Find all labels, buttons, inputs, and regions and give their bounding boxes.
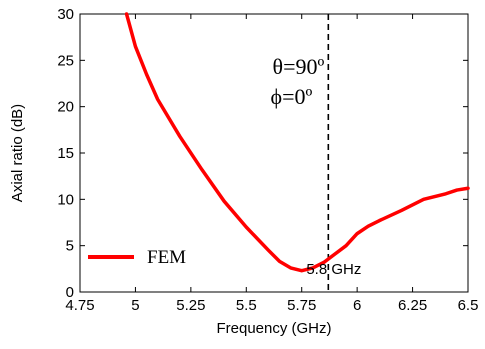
- y-tick-label: 25: [57, 52, 74, 69]
- y-tick-label: 15: [57, 145, 74, 162]
- y-axis-title: Axial ratio (dB): [9, 104, 26, 202]
- y-tick-label: 10: [57, 191, 74, 208]
- x-tick-label: 4.75: [65, 297, 94, 314]
- x-tick-label: 6.5: [458, 297, 479, 314]
- x-tick-label: 6.25: [398, 297, 427, 314]
- y-tick-label: 0: [66, 284, 74, 301]
- y-tick-label: 5: [66, 238, 74, 255]
- legend: FEM: [88, 247, 186, 268]
- legend-label-fem: FEM: [147, 247, 186, 268]
- series-layer: [124, 12, 470, 273]
- y-tick-label: 20: [57, 99, 74, 116]
- x-tick-label: 5.75: [287, 297, 316, 314]
- x-tick-label: 5.25: [176, 297, 205, 314]
- theta-annotation: θ=90º: [273, 54, 325, 79]
- ticks-layer: 4.75 5 5.25 5.5 5.75 6 6.25 6.5 0 5 10 15 20 25 30: [57, 6, 478, 314]
- frequency-annotation: 5.8 GHz: [306, 261, 361, 278]
- y-tick-label: 30: [57, 6, 74, 23]
- x-tick-label: 5: [131, 297, 139, 314]
- x-tick-label: 5.5: [236, 297, 257, 314]
- x-axis-title: Frequency (GHz): [216, 320, 331, 337]
- phi-annotation: ϕ=0º: [271, 84, 313, 109]
- x-tick-label: 6: [353, 297, 361, 314]
- series-line-fem: [124, 12, 470, 273]
